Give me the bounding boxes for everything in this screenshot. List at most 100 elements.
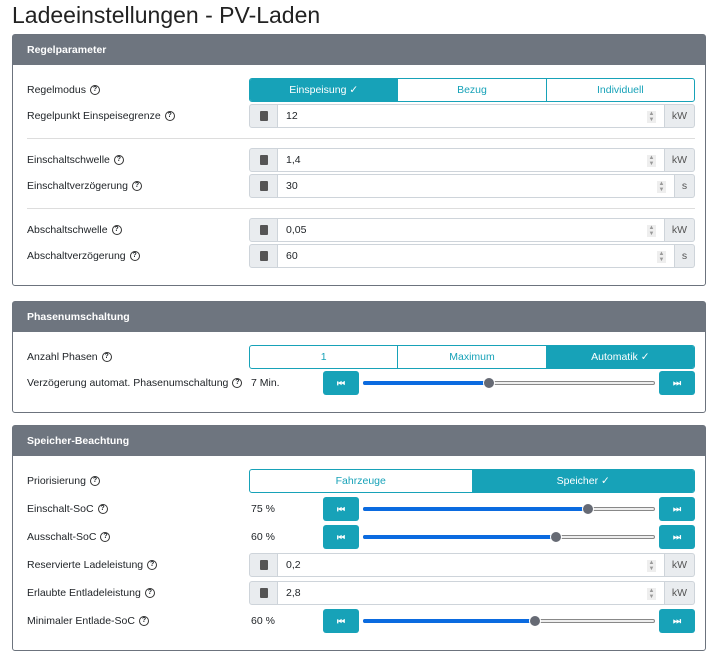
help-icon[interactable]: ? <box>89 85 100 95</box>
setting-label: Abschaltverzögerung <box>27 250 126 262</box>
calculator-icon[interactable] <box>249 148 278 172</box>
input-value: 1,4 <box>286 154 301 166</box>
step-forward-icon: ⏭ <box>672 615 682 626</box>
input-value: 12 <box>286 110 298 122</box>
toggle-option[interactable]: 1 <box>320 351 327 363</box>
calculator-icon[interactable] <box>249 104 278 128</box>
input-value: 2,8 <box>286 587 301 599</box>
help-icon[interactable]: ? <box>101 352 112 362</box>
unit-label: kW <box>665 553 695 577</box>
step-back-icon: ⏮ <box>336 531 346 542</box>
spinner-icon[interactable]: ▲ ▼ <box>647 588 656 600</box>
spinner-icon[interactable]: ▲ ▼ <box>647 560 656 572</box>
setting-row: Regelmodus? Einspeisung ✓ Bezug Individuell <box>27 78 695 102</box>
setting-row: Ausschalt-SoC? 60 % ⏮ ⏭ <box>27 525 695 549</box>
number-input[interactable]: 12 ▲ ▼ <box>278 104 665 128</box>
toggle-option[interactable]: Fahrzeuge <box>335 475 386 487</box>
help-icon[interactable]: ? <box>113 155 124 165</box>
help-icon[interactable]: ? <box>100 532 111 542</box>
step-back-icon: ⏮ <box>336 615 346 626</box>
spinner-icon[interactable]: ▲ ▼ <box>657 251 666 263</box>
step-forward-button[interactable]: ⏭ <box>659 525 695 549</box>
slider-fill <box>363 381 489 385</box>
number-input[interactable]: 2,8 ▲ ▼ <box>278 581 665 605</box>
step-back-button[interactable]: ⏮ <box>323 525 359 549</box>
slider-thumb[interactable] <box>482 377 495 389</box>
unit-label: kW <box>665 104 695 128</box>
slider-fill <box>363 507 588 511</box>
step-forward-button[interactable]: ⏭ <box>659 609 695 633</box>
help-icon[interactable]: ? <box>97 504 108 514</box>
range-slider[interactable] <box>363 609 655 633</box>
slider-thumb[interactable] <box>529 615 542 627</box>
step-back-button[interactable]: ⏮ <box>323 497 359 521</box>
setting-row: Erlaubte Entladeleistung? 2,8 ▲ ▼ kW <box>27 581 695 605</box>
number-input[interactable]: 0,05 ▲ ▼ <box>278 218 665 242</box>
setting-label: Anzahl Phasen <box>27 351 98 363</box>
setting-label: Regelpunkt Einspeisegrenze <box>27 110 161 122</box>
help-icon[interactable]: ? <box>144 588 155 598</box>
unit-label: kW <box>665 218 695 242</box>
slider-value: 75 % <box>251 503 275 515</box>
step-forward-button[interactable]: ⏭ <box>659 497 695 521</box>
card-header: Regelparameter <box>13 35 705 65</box>
toggle-option[interactable]: Einspeisung ✓ <box>250 79 398 101</box>
setting-row: Verzögerung automat. Phasenumschaltung? 7… <box>27 371 695 395</box>
calculator-icon[interactable] <box>249 553 278 577</box>
spinner-icon[interactable]: ▲ ▼ <box>647 155 656 167</box>
setting-label: Reservierte Ladeleistung <box>27 559 144 571</box>
step-back-button[interactable]: ⏮ <box>323 371 359 395</box>
setting-row: Minimaler Entlade-SoC? 60 % ⏮ ⏭ <box>27 609 695 633</box>
divider <box>27 138 695 139</box>
help-icon[interactable]: ? <box>232 378 243 388</box>
input-value: 30 <box>286 180 298 192</box>
page-title: Ladeeinstellungen - PV-Laden <box>12 2 321 28</box>
help-icon[interactable]: ? <box>131 181 142 191</box>
setting-label: Verzögerung automat. Phasenumschaltung <box>27 377 229 389</box>
step-forward-button[interactable]: ⏭ <box>659 371 695 395</box>
toggle-option[interactable]: Individuell <box>545 79 694 101</box>
setting-row: Reservierte Ladeleistung? 0,2 ▲ ▼ kW <box>27 553 695 577</box>
number-input[interactable]: 60 ▲ ▼ <box>278 244 675 268</box>
slider-value: 60 % <box>251 615 275 627</box>
setting-label: Ausschalt-SoC <box>27 531 97 543</box>
toggle-option[interactable]: Speicher ✓ <box>471 470 694 492</box>
setting-row: Regelpunkt Einspeisegrenze? 12 ▲ ▼ kW <box>27 104 695 128</box>
step-forward-icon: ⏭ <box>672 377 682 388</box>
calculator-icon[interactable] <box>249 581 278 605</box>
calculator-icon[interactable] <box>249 174 278 198</box>
toggle-option[interactable]: Automatik ✓ <box>545 346 694 368</box>
card-phasenumschaltung: Phasenumschaltung Anzahl Phasen? 1 Maximum A… <box>12 301 706 413</box>
calculator-icon[interactable] <box>249 218 278 242</box>
spinner-icon[interactable]: ▲ ▼ <box>647 111 656 123</box>
help-icon[interactable]: ? <box>89 476 100 486</box>
help-icon[interactable]: ? <box>129 251 140 261</box>
toggle-option[interactable]: Bezug <box>397 79 545 101</box>
range-slider[interactable] <box>363 371 655 395</box>
input-value: 0,2 <box>286 559 301 571</box>
step-back-button[interactable]: ⏮ <box>323 609 359 633</box>
setting-row: Einschaltschwelle? 1,4 ▲ ▼ kW <box>27 148 695 172</box>
setting-label: Abschaltschwelle <box>27 224 108 236</box>
toggle-option[interactable]: Maximum <box>397 346 545 368</box>
help-icon[interactable]: ? <box>111 225 122 235</box>
number-input[interactable]: 0,2 ▲ ▼ <box>278 553 665 577</box>
help-icon[interactable]: ? <box>164 111 175 121</box>
help-icon[interactable]: ? <box>138 616 149 626</box>
spinner-icon[interactable]: ▲ ▼ <box>647 225 656 237</box>
range-slider[interactable] <box>363 497 655 521</box>
slider-value: 7 Min. <box>251 377 280 389</box>
setting-row: Anzahl Phasen? 1 Maximum Automatik ✓ <box>27 345 695 369</box>
calculator-icon[interactable] <box>249 244 278 268</box>
slider-thumb[interactable] <box>581 503 594 515</box>
setting-label: Einschaltverzögerung <box>27 180 128 192</box>
number-input[interactable]: 30 ▲ ▼ <box>278 174 675 198</box>
number-input[interactable]: 1,4 ▲ ▼ <box>278 148 665 172</box>
spinner-icon[interactable]: ▲ ▼ <box>657 181 666 193</box>
setting-label: Erlaubte Entladeleistung <box>27 587 141 599</box>
range-slider[interactable] <box>363 525 655 549</box>
toggle-group: Einspeisung ✓ Bezug Individuell <box>249 78 695 102</box>
help-icon[interactable]: ? <box>147 560 158 570</box>
input-value: 0,05 <box>286 224 307 236</box>
slider-thumb[interactable] <box>549 531 562 543</box>
